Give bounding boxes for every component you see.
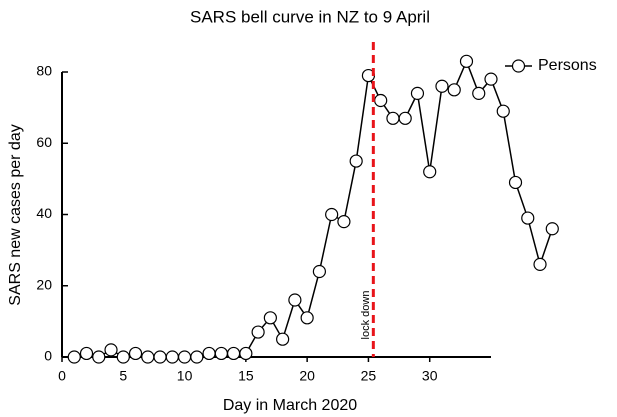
- data-point: [227, 346, 241, 361]
- data-point: [116, 350, 130, 364]
- x-tick-label: 0: [58, 368, 66, 384]
- data-line: [74, 59, 553, 358]
- data-point: [496, 104, 510, 118]
- data-point: [312, 264, 326, 279]
- y-tick-label: 80: [36, 63, 52, 79]
- chart-title: SARS bell curve in NZ to 9 April: [190, 7, 430, 26]
- x-tick-label: 5: [119, 368, 127, 384]
- x-tick-label: 15: [238, 368, 254, 384]
- data-point: [386, 111, 400, 125]
- x-tick-label: 25: [361, 368, 377, 384]
- data-point: [67, 350, 81, 364]
- data-point: [545, 222, 559, 236]
- data-point: [276, 332, 290, 346]
- data-point: [300, 311, 314, 325]
- annotation-label: lock down: [360, 291, 372, 340]
- data-point: [459, 54, 474, 68]
- data-point: [398, 111, 412, 125]
- legend-label: Persons: [538, 57, 597, 74]
- data-point: [177, 350, 192, 364]
- data-point: [410, 86, 425, 100]
- data-point: [128, 346, 143, 361]
- data-point: [349, 154, 363, 168]
- data-point: [374, 93, 388, 108]
- data-point: [325, 207, 339, 222]
- x-tick-label: 20: [299, 368, 315, 384]
- data-point: [533, 257, 547, 271]
- data-point: [92, 350, 106, 364]
- x-tick-label: 30: [422, 368, 438, 384]
- y-tick-label: 40: [36, 205, 52, 221]
- data-point: [165, 350, 179, 364]
- data-point: [337, 215, 351, 229]
- y-tick-label: 0: [44, 348, 52, 364]
- data-point: [447, 83, 461, 97]
- data-point: [202, 346, 216, 361]
- data-point: [435, 79, 449, 93]
- data-point: [508, 175, 523, 190]
- data-point: [141, 350, 155, 364]
- data-point: [263, 311, 277, 325]
- x-tick-label: 10: [177, 368, 193, 384]
- y-tick-label: 20: [36, 276, 52, 292]
- data-point: [521, 211, 535, 225]
- y-tick-label: 60: [36, 134, 52, 150]
- data-point: [484, 72, 498, 86]
- data-point: [79, 346, 94, 361]
- data-point: [214, 346, 228, 361]
- data-point: [288, 293, 302, 307]
- data-point: [153, 350, 167, 364]
- legend-marker: [511, 59, 526, 73]
- y-axis-title: SARS new cases per day: [7, 124, 24, 305]
- data-point: [251, 325, 265, 339]
- x-axis-title: Day in March 2020: [223, 397, 357, 414]
- data-point: [239, 346, 253, 361]
- data-point: [423, 165, 437, 179]
- data-point: [104, 343, 118, 357]
- data-point: [472, 86, 486, 100]
- data-point: [190, 350, 204, 364]
